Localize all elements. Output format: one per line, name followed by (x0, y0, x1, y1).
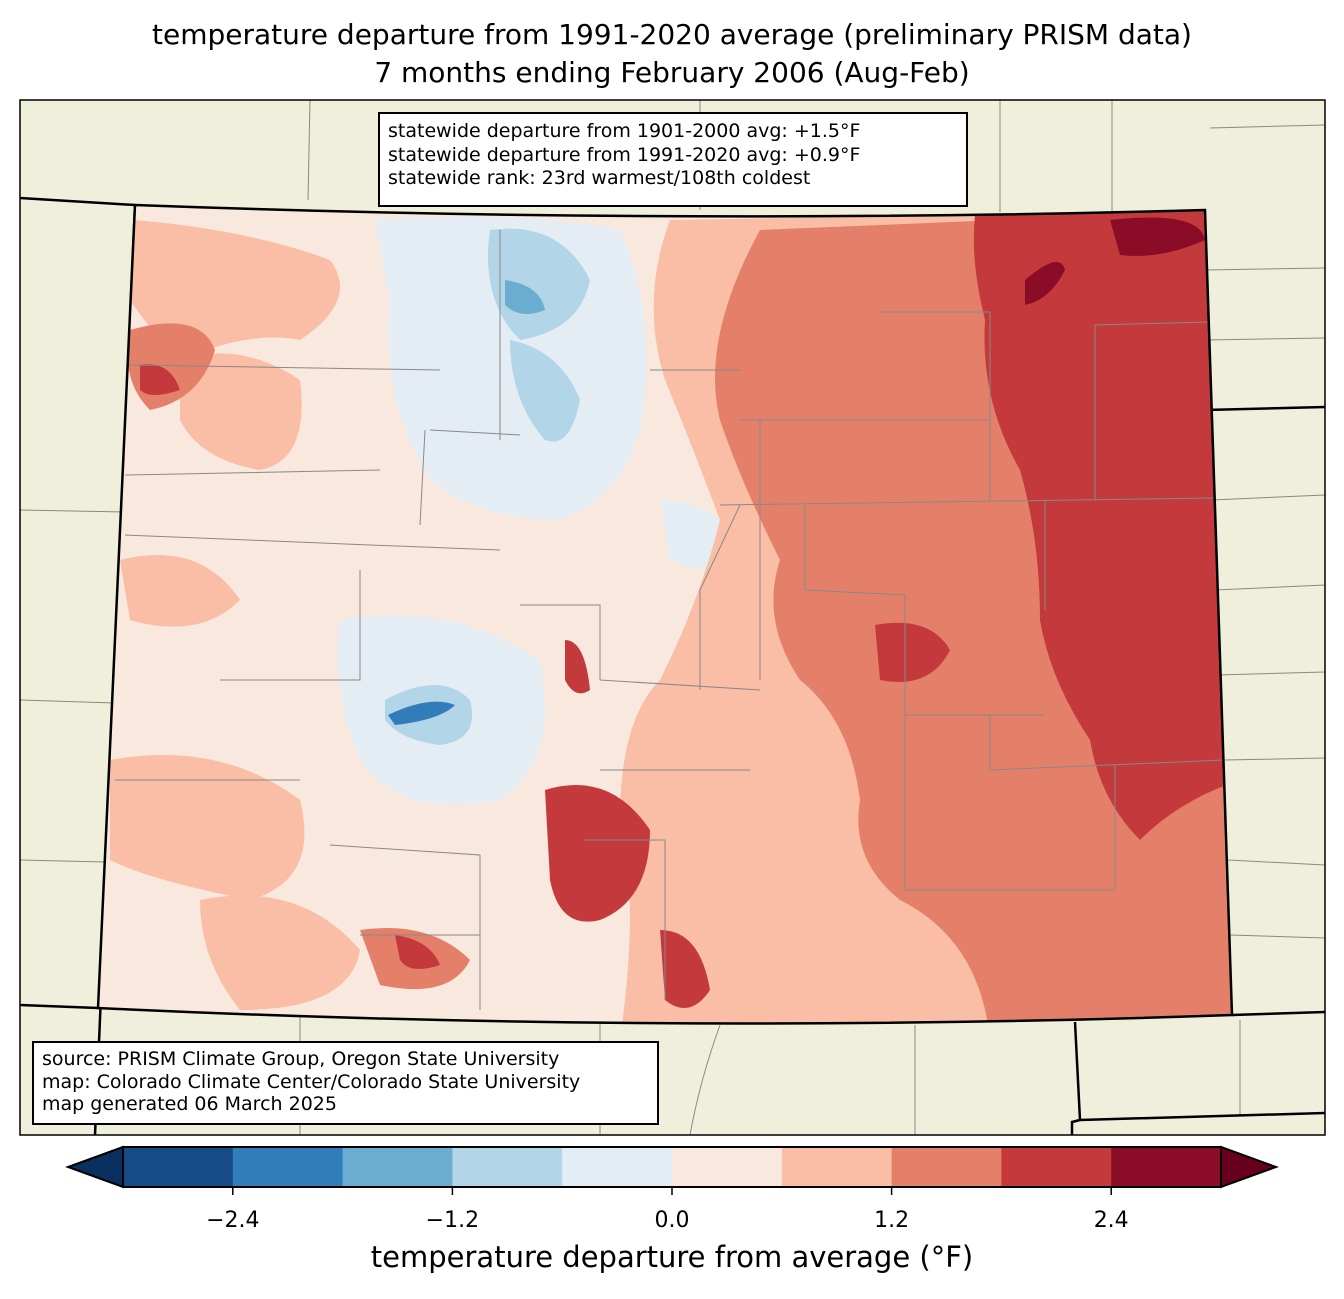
colorbar-bin (562, 1147, 673, 1187)
colorbar-bin (781, 1147, 893, 1187)
source-box: source: PRISM Climate Group, Oregon Stat… (32, 1041, 659, 1125)
colorbar-bin (1001, 1147, 1112, 1187)
state-borders (19, 196, 1326, 1136)
colorbar-label: temperature departure from average (°F) (370, 1240, 974, 1274)
colorado-border (96, 203, 1234, 1025)
map-frame (19, 99, 1326, 1136)
generated-date-line: map generated 06 March 2025 (42, 1093, 337, 1115)
stats-1901-2000: statewide departure from 1901-2000 avg: … (388, 120, 861, 142)
map-title-line1: temperature departure from 1991-2020 ave… (152, 18, 1192, 51)
colorbar-tick-label: 0.0 (654, 1208, 690, 1233)
stats-rank: statewide rank: 23rd warmest/108th colde… (388, 167, 811, 189)
source-line: source: PRISM Climate Group, Oregon Stat… (42, 1048, 560, 1070)
colorbar-tick-label: −1.2 (425, 1208, 480, 1233)
colorbar-bin (891, 1147, 1002, 1187)
colorbar-bin (672, 1147, 783, 1187)
colorbar (65, 1145, 1279, 1195)
colorbar-bin (123, 1147, 234, 1187)
county-lines (115, 230, 1226, 1010)
colorbar-over-extension (1220, 1145, 1279, 1189)
colorbar-bin (452, 1147, 563, 1187)
colorbar-bin (1111, 1147, 1222, 1187)
colorbar-tick-label: 2.4 (1093, 1208, 1129, 1233)
map-title-line2: 7 months ending February 2006 (Aug-Feb) (374, 56, 970, 89)
colorbar-bin (232, 1147, 344, 1187)
map-credit-line: map: Colorado Climate Center/Colorado St… (42, 1070, 581, 1093)
colorbar-tick-label: 1.2 (874, 1208, 910, 1233)
colorbar-tick-label: −2.4 (206, 1208, 260, 1233)
statewide-stats-box: statewide departure from 1901-2000 avg: … (378, 112, 968, 207)
colorbar-under-extension (65, 1145, 124, 1189)
colorbar-bin (342, 1147, 453, 1187)
stats-1991-2020: statewide departure from 1991-2020 avg: … (388, 143, 861, 166)
